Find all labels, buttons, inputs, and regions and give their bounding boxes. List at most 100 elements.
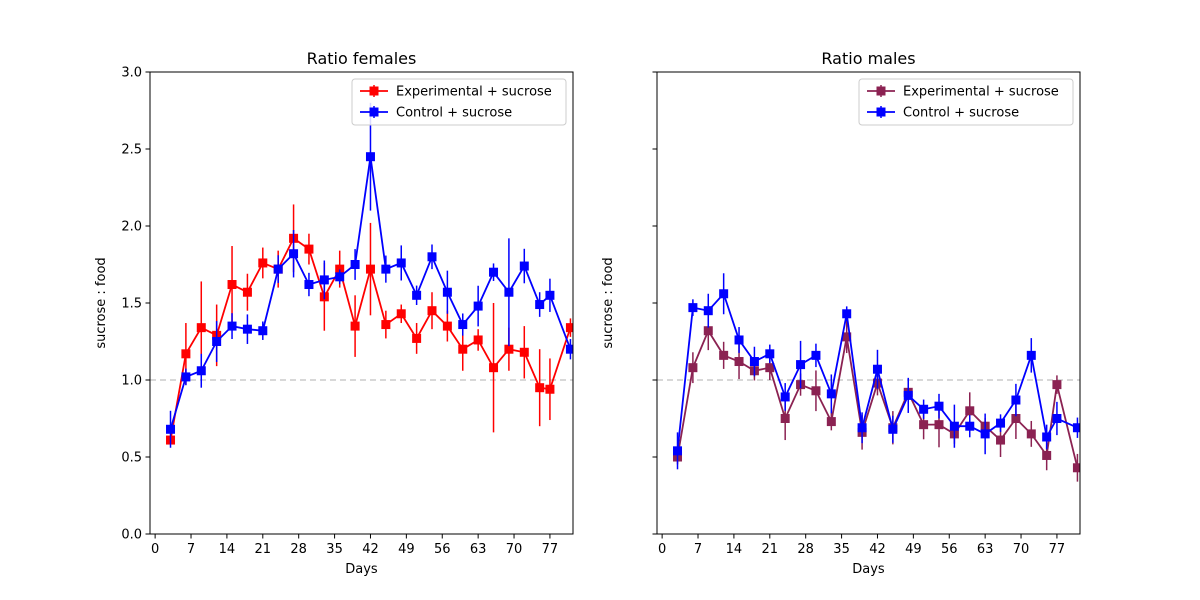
data-point bbox=[565, 344, 573, 354]
x-axis-label: Days bbox=[345, 562, 378, 577]
x-tick-label: 0 bbox=[151, 542, 159, 557]
data-point bbox=[749, 357, 759, 367]
data-point bbox=[765, 363, 775, 373]
x-tick-label: 49 bbox=[398, 542, 415, 557]
data-point bbox=[319, 275, 329, 285]
legend-marker bbox=[369, 107, 379, 117]
data-point bbox=[1026, 429, 1036, 439]
data-point bbox=[242, 287, 252, 297]
data-point bbox=[919, 420, 929, 430]
data-point bbox=[504, 287, 514, 297]
x-tick-label: 42 bbox=[362, 542, 379, 557]
data-point bbox=[365, 152, 375, 162]
data-point bbox=[934, 401, 944, 411]
y-tick-label: 0.5 bbox=[121, 451, 142, 466]
data-point bbox=[442, 287, 452, 297]
x-tick-label: 0 bbox=[658, 542, 666, 557]
x-tick-label: 70 bbox=[506, 542, 523, 557]
data-point bbox=[949, 421, 959, 431]
data-point bbox=[811, 350, 821, 360]
y-axis-label: sucrose : food bbox=[94, 257, 109, 348]
data-point bbox=[381, 320, 391, 330]
legend-label: Experimental + sucrose bbox=[396, 85, 552, 100]
data-point bbox=[427, 252, 437, 262]
data-point bbox=[1011, 414, 1021, 423]
data-point bbox=[335, 264, 345, 274]
data-point bbox=[458, 320, 468, 330]
x-tick-label: 28 bbox=[797, 542, 814, 557]
y-tick-label: 2.5 bbox=[121, 143, 142, 158]
data-point bbox=[780, 392, 790, 402]
data-point bbox=[1026, 350, 1036, 360]
legend-marker bbox=[369, 86, 379, 96]
y-axis-label: sucrose : food bbox=[601, 257, 616, 348]
data-point bbox=[826, 389, 836, 399]
chart-panel-1: 0 7 14 21 28 35 42 49 56 63 70 77 0.0 0.5 1.0 1.5 2.0 2.5… bbox=[94, 49, 574, 577]
data-point bbox=[734, 357, 744, 367]
x-tick-label: 56 bbox=[434, 542, 451, 557]
data-point bbox=[335, 272, 345, 282]
data-point bbox=[212, 337, 222, 346]
data-point bbox=[1052, 380, 1062, 390]
legend: Experimental + sucrose Control + sucrose bbox=[858, 78, 1074, 126]
x-tick-label: 14 bbox=[726, 542, 743, 557]
series-1 bbox=[673, 311, 1080, 482]
data-point bbox=[765, 349, 775, 359]
data-point bbox=[919, 404, 929, 414]
data-point bbox=[719, 350, 729, 360]
data-point bbox=[535, 300, 545, 310]
x-tick-label: 21 bbox=[762, 542, 779, 557]
data-point bbox=[196, 366, 206, 376]
data-point bbox=[934, 420, 944, 430]
y-tick-label: 1.5 bbox=[121, 297, 142, 312]
data-point bbox=[780, 414, 790, 423]
data-point bbox=[1072, 423, 1080, 433]
data-point bbox=[673, 446, 683, 456]
data-point bbox=[535, 383, 545, 393]
data-point bbox=[996, 418, 1006, 428]
data-point bbox=[396, 258, 406, 268]
legend-marker bbox=[876, 86, 886, 96]
legend-box bbox=[858, 78, 1074, 126]
x-axis-label: Days bbox=[852, 562, 885, 577]
x-tick-label: 63 bbox=[977, 542, 994, 557]
data-point bbox=[1042, 450, 1052, 460]
chart-panel-2: 0 7 14 21 28 35 42 49 56 63 70 77 Ratio males Days suc… bbox=[601, 49, 1081, 577]
data-point bbox=[458, 344, 468, 354]
data-point bbox=[872, 364, 882, 374]
data-point bbox=[826, 417, 836, 427]
x-tick-label: 21 bbox=[255, 542, 272, 557]
data-point bbox=[703, 306, 713, 316]
data-point bbox=[350, 321, 360, 331]
data-point bbox=[258, 326, 268, 336]
x-tick-label: 7 bbox=[694, 542, 702, 557]
data-point bbox=[227, 280, 237, 290]
data-point bbox=[688, 363, 698, 373]
plot-frame bbox=[656, 71, 1081, 535]
chart-title: Ratio females bbox=[307, 49, 417, 68]
data-point bbox=[196, 323, 206, 333]
data-point bbox=[242, 324, 252, 334]
legend: Experimental + sucrose Control + sucrose bbox=[351, 78, 567, 126]
data-point bbox=[965, 421, 975, 431]
data-point bbox=[504, 344, 514, 354]
x-tick-label: 42 bbox=[869, 542, 886, 557]
data-point bbox=[842, 309, 852, 319]
x-tick-label: 77 bbox=[1049, 542, 1066, 557]
data-point bbox=[350, 260, 360, 269]
y-tick-label: 2.0 bbox=[121, 220, 142, 235]
legend-label: Experimental + sucrose bbox=[903, 85, 1059, 100]
data-point bbox=[519, 261, 529, 271]
x-tick-label: 28 bbox=[290, 542, 307, 557]
y-tick-label: 0.0 bbox=[121, 528, 142, 543]
data-point bbox=[545, 384, 555, 394]
data-point bbox=[489, 267, 499, 277]
legend-marker bbox=[876, 107, 886, 117]
legend-label: Control + sucrose bbox=[903, 106, 1019, 121]
data-point bbox=[181, 372, 191, 382]
data-point bbox=[473, 335, 483, 345]
data-point bbox=[842, 332, 852, 342]
data-point bbox=[719, 289, 729, 299]
data-point bbox=[545, 290, 555, 300]
